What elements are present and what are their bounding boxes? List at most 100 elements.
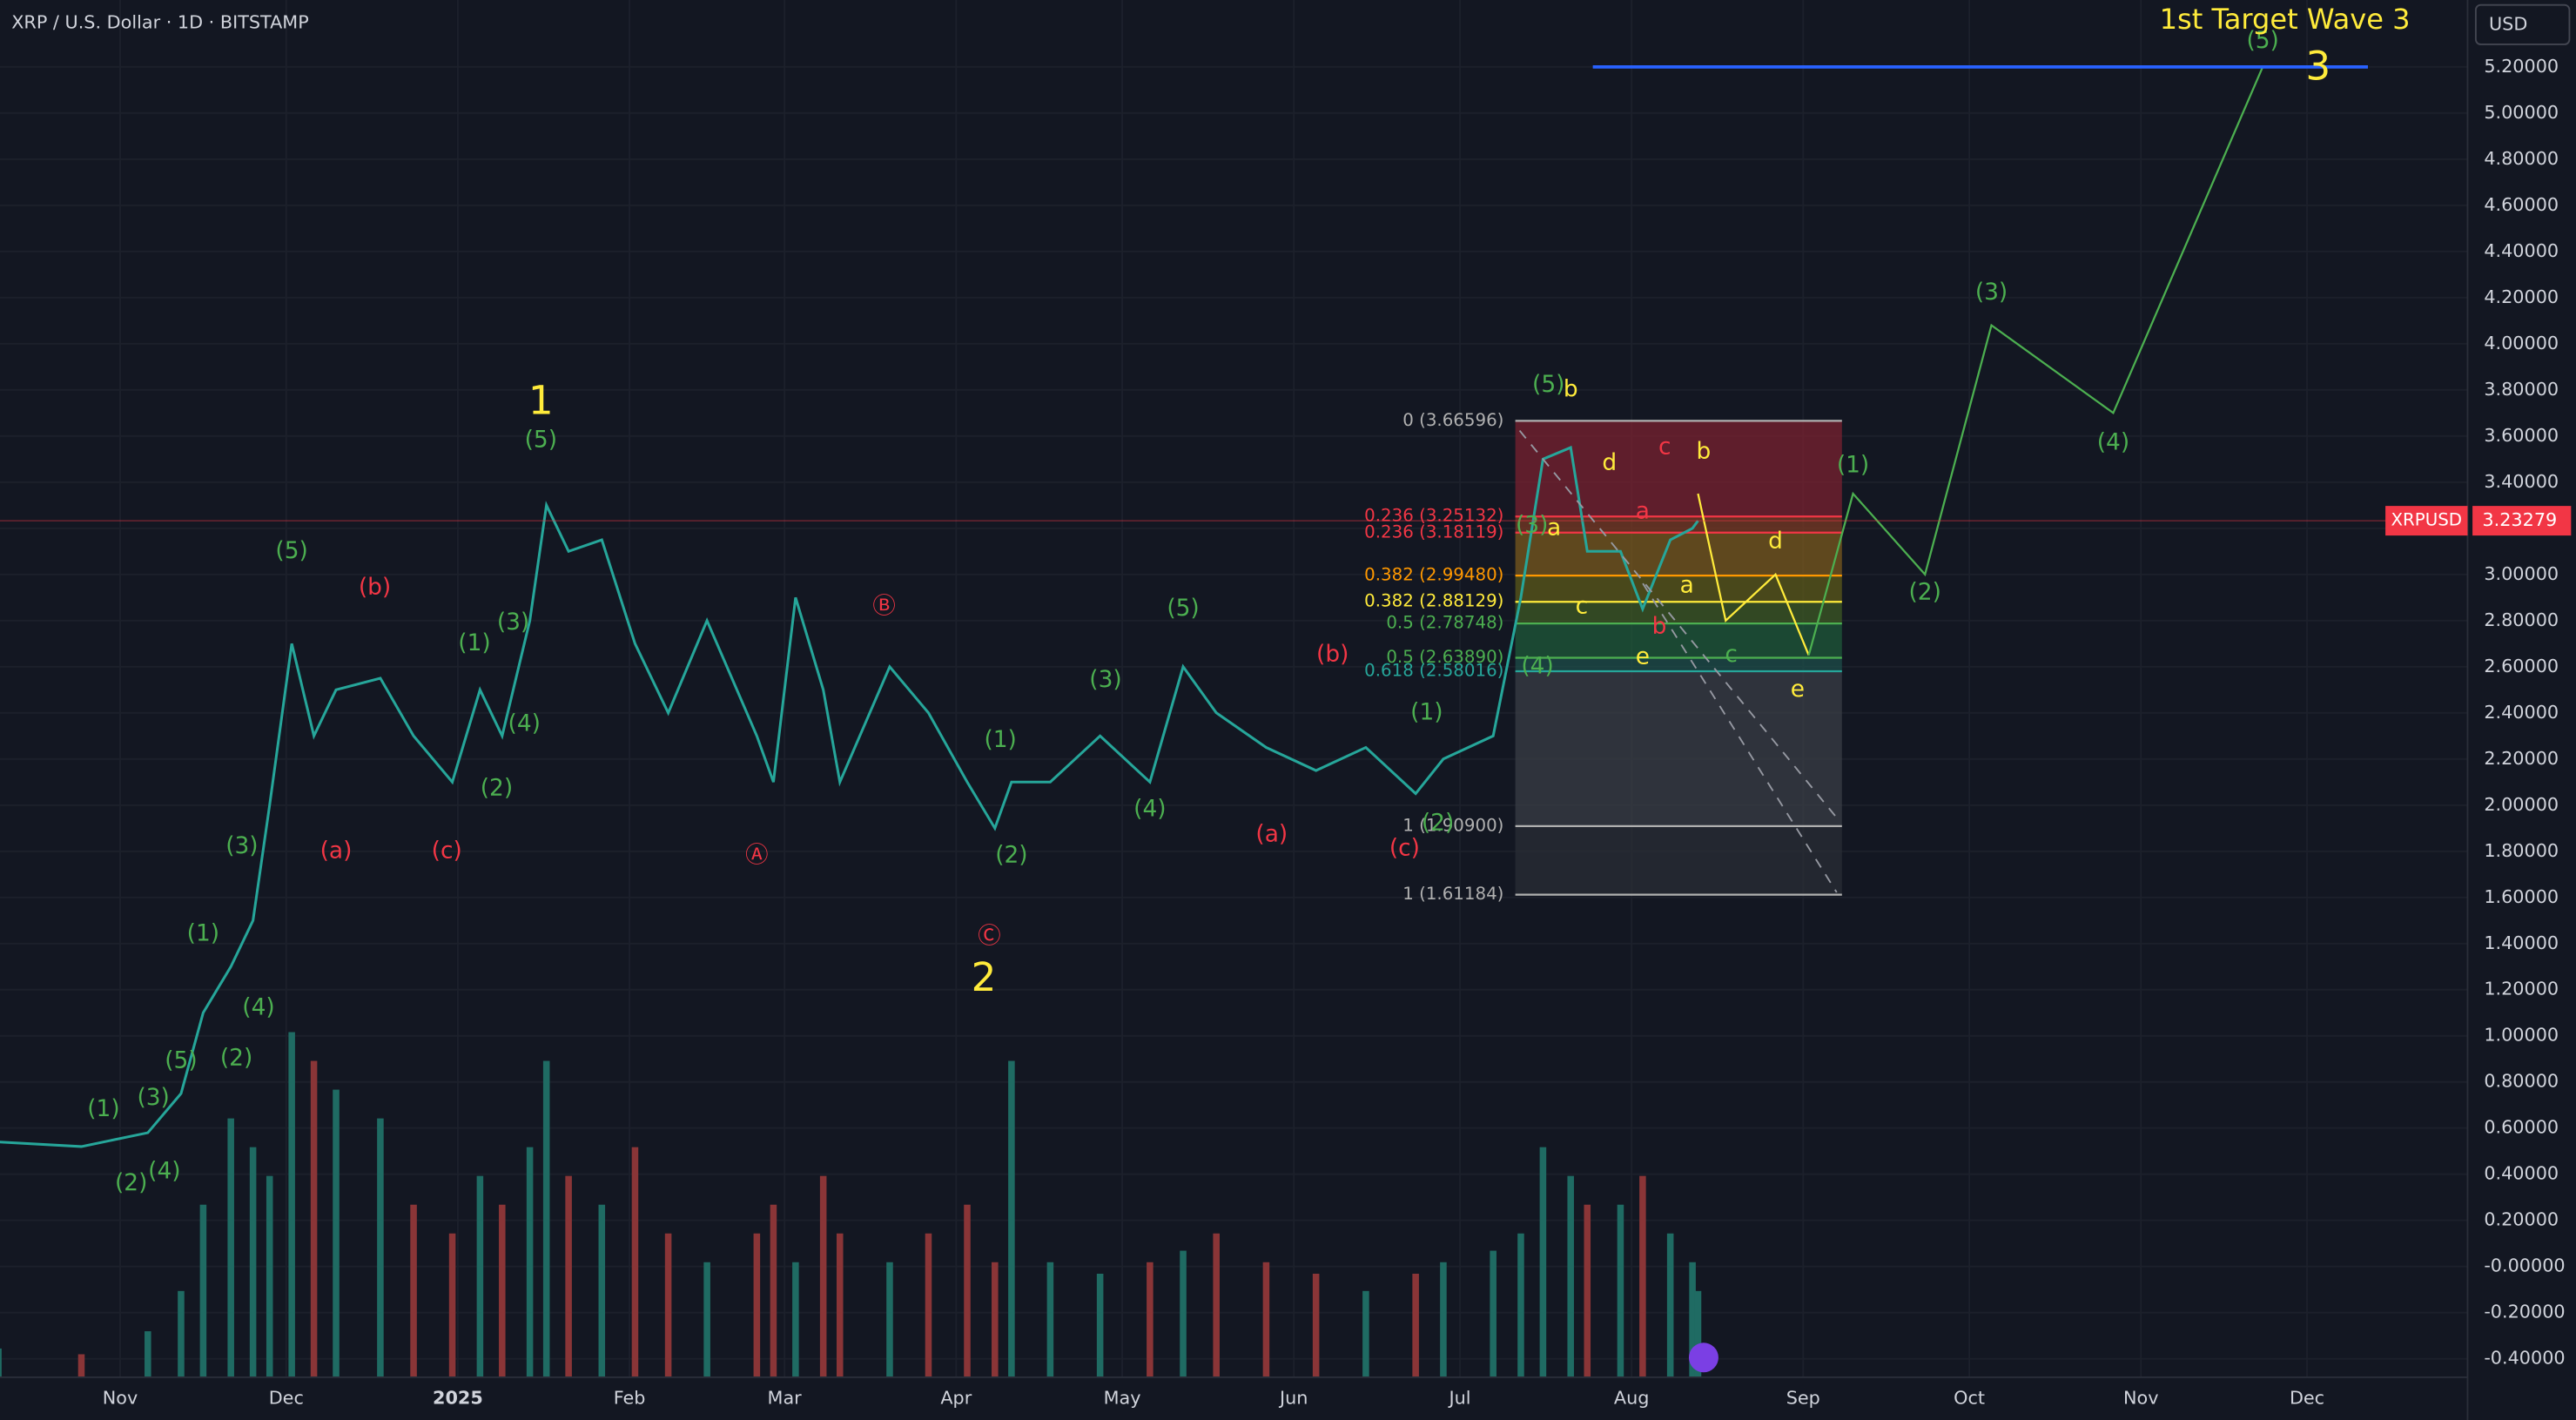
wave-label: (5) [2246, 27, 2278, 54]
volume-bar [598, 1204, 606, 1377]
wave-label: b [1696, 438, 1711, 465]
volume-bar [377, 1118, 384, 1377]
volume-bar [992, 1262, 999, 1377]
y-tick-label: 1.20000 [2484, 979, 2559, 999]
volume-bar [1096, 1273, 1104, 1377]
y-tick-label: 2.80000 [2484, 609, 2559, 630]
price-tag [2385, 506, 2468, 536]
volume-bar [1666, 1233, 1674, 1377]
wave-label: (1) [187, 920, 219, 947]
y-tick-label: 4.20000 [2484, 286, 2559, 307]
fib-label: 0.382 (2.88129) [1364, 591, 1503, 611]
volume-bar [703, 1262, 710, 1377]
volume-bar [145, 1331, 151, 1377]
volume-bar [1490, 1250, 1497, 1377]
wave-label: (a) [1255, 821, 1288, 848]
wave-label: (3) [1089, 666, 1121, 693]
x-tick-label: Aug [1614, 1387, 1650, 1408]
wave-label: (3) [497, 609, 529, 636]
y-tick-label: 3.80000 [2484, 379, 2559, 400]
wave-label: (2) [995, 842, 1027, 869]
volume-bar [664, 1233, 672, 1377]
wave-label: (5) [165, 1046, 197, 1073]
wave-label: (4) [148, 1158, 180, 1185]
x-tick-label: Nov [103, 1387, 138, 1408]
wave-label: (2) [1909, 578, 1941, 605]
volume-bar [836, 1233, 844, 1377]
currency-button[interactable] [2474, 3, 2571, 45]
channel-line [1518, 429, 1841, 823]
wave-label: e [1791, 676, 1805, 703]
y-tick-label: 1.80000 [2484, 840, 2559, 861]
y-tick-label: 5.00000 [2484, 102, 2559, 123]
x-tick-label: Apr [940, 1387, 972, 1408]
volume-bar [1617, 1204, 1624, 1377]
volume-bar [753, 1233, 761, 1377]
volume-bar [310, 1060, 318, 1377]
volume-bar [476, 1175, 484, 1377]
grid [0, 0, 2467, 1377]
volume-bar [1046, 1262, 1054, 1377]
volume-bar [77, 1354, 85, 1377]
volume-bar [886, 1262, 893, 1377]
volume-bar [792, 1262, 799, 1377]
icon[interactable] [1688, 1343, 1718, 1373]
volume-bar [1440, 1262, 1447, 1377]
volume-bar [266, 1175, 273, 1377]
wave-label: (2) [115, 1169, 147, 1196]
y-tick-label: 4.00000 [2484, 333, 2559, 353]
x-tick-label: Feb [614, 1387, 646, 1408]
fib-label: 0.5 (2.78748) [1386, 613, 1503, 633]
volume-bar [1584, 1204, 1591, 1377]
volume-bar [1262, 1262, 1270, 1377]
volume-bar [631, 1147, 639, 1377]
wave-label: (3) [137, 1084, 169, 1111]
fib-label: 0.618 (2.58016) [1364, 661, 1503, 681]
x-tick-label: Oct [1954, 1387, 1985, 1408]
fib-zone [1515, 421, 1842, 517]
y-tick-label: -0.40000 [2484, 1348, 2565, 1369]
projection-line [1807, 66, 2264, 656]
volume-bar [542, 1060, 550, 1377]
y-tick-label: 1.60000 [2484, 886, 2559, 907]
x-tick-label: Dec [2290, 1387, 2324, 1408]
volume-bar [1517, 1233, 1524, 1377]
volume-bar [333, 1089, 340, 1377]
wave-label: c [1658, 434, 1671, 461]
x-tick-label: Mar [768, 1387, 803, 1408]
fib-label: 0.236 (3.18119) [1364, 522, 1503, 542]
volume-bar [1147, 1262, 1153, 1377]
wave-label: (5) [1167, 595, 1199, 622]
fib-zone [1515, 575, 1842, 602]
volume-bar [178, 1290, 185, 1377]
y-tick-label: 2.00000 [2484, 794, 2559, 815]
wave-label: (b) [359, 574, 391, 601]
volume-bar [1362, 1290, 1369, 1377]
symbol-tag: XRPUSD [2391, 510, 2462, 530]
wave-label: b [1652, 613, 1667, 640]
currency-label[interactable]: USD [2489, 13, 2527, 34]
x-tick-label: Sep [1786, 1387, 1820, 1408]
y-tick-label: 2.40000 [2484, 702, 2559, 723]
volume-bar [1412, 1273, 1419, 1377]
wave-label: 1 [528, 378, 554, 424]
wave-label: (3) [1516, 512, 1548, 539]
wave-label: (1) [1837, 452, 1869, 479]
volume-bar [499, 1204, 506, 1377]
y-tick-label: 1.40000 [2484, 932, 2559, 953]
fib-zone [1515, 825, 1842, 895]
volume-bar [964, 1204, 971, 1377]
wave-label: (4) [242, 993, 274, 1020]
wave-label: d [1602, 449, 1617, 476]
volume-bar [925, 1233, 932, 1377]
y-tick-label: 3.00000 [2484, 563, 2559, 584]
plot: 0 (3.66596) 0.236 (3.25132)0.236 (3.18119… [0, 3, 2468, 1377]
fib-zone [1515, 602, 1842, 624]
wave-label: (5) [525, 427, 557, 454]
wave-label: (1) [458, 629, 490, 656]
wave-label: a [1636, 498, 1650, 525]
fib-label: 0.382 (2.99480) [1364, 565, 1503, 585]
y-tick-label: 0.80000 [2484, 1071, 2559, 1092]
volume-bar [1213, 1233, 1220, 1377]
